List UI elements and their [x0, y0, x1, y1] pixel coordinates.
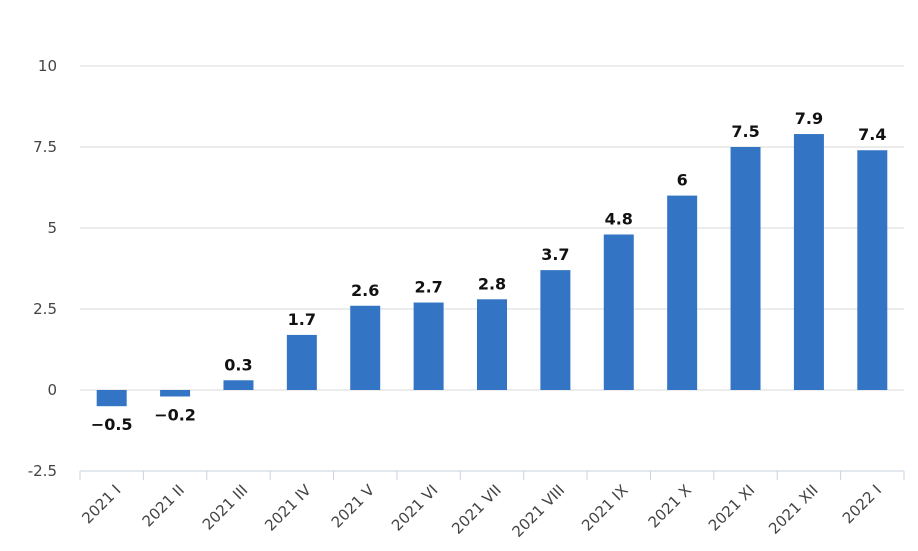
- bar: [223, 380, 254, 390]
- bar: [793, 134, 824, 390]
- bar: [286, 334, 317, 390]
- x-tick-label: 2021 X: [645, 481, 695, 531]
- x-tick-label: 2021 III: [199, 481, 251, 533]
- y-tick-label: 2.5: [33, 300, 57, 318]
- bar: [857, 150, 888, 390]
- x-tick-label: 2022 I: [839, 481, 885, 527]
- x-tick-label: 2021 XI: [705, 481, 758, 534]
- y-tick-label: 5: [47, 219, 57, 237]
- data-label: 2.6: [351, 281, 379, 300]
- x-tick-label: 2021 VI: [388, 481, 441, 534]
- y-axis-ticks: 10 7.5 5 2.5 0 -2.5: [28, 57, 57, 480]
- data-label: 3.7: [541, 245, 569, 264]
- data-label: 7.9: [795, 109, 823, 128]
- x-tick-label: 2021 XII: [765, 481, 822, 538]
- data-label: 4.8: [605, 209, 633, 228]
- bars: [96, 134, 888, 407]
- bar: [477, 299, 507, 390]
- data-label: 2.8: [478, 274, 506, 293]
- x-axis: 2021 I 2021 II 2021 III 2021 IV 2021 V 2021 V…: [78, 470, 905, 541]
- x-tick-label: 2021 VIII: [508, 481, 568, 541]
- y-tick-label: 0: [47, 381, 57, 399]
- data-label: 6: [677, 171, 688, 190]
- data-label: −0.2: [154, 405, 196, 424]
- data-label: 7.4: [858, 125, 886, 144]
- data-label: 7.5: [731, 122, 759, 141]
- bar: [96, 390, 127, 407]
- x-tick-label: 2021 VII: [448, 481, 505, 538]
- data-label: 2.7: [414, 278, 442, 297]
- x-tick-label: 2021 I: [78, 481, 124, 527]
- bar: [540, 270, 571, 390]
- data-label: −0.5: [91, 415, 133, 434]
- data-label: 1.7: [288, 310, 316, 329]
- bar: [603, 234, 634, 390]
- bar: [160, 390, 191, 397]
- x-tick-label: 2021 IV: [261, 481, 315, 535]
- data-labels: −0.5 −0.2 0.3 1.7 2.6 2.7 2.8 3.7 4.8 6 7.5 7.9 7.4: [91, 109, 887, 434]
- y-tick-label: -2.5: [28, 462, 57, 480]
- bar: [413, 302, 444, 390]
- bar: [667, 195, 698, 390]
- bar: [350, 305, 381, 390]
- y-tick-label: 10: [38, 57, 57, 75]
- x-tick-label: 2021 II: [139, 481, 188, 530]
- bar: [730, 147, 761, 390]
- x-tick-label: 2021 V: [328, 481, 379, 532]
- x-tick-label: 2021 IX: [578, 481, 631, 534]
- data-label: 0.3: [224, 355, 252, 374]
- y-tick-label: 7.5: [33, 138, 57, 156]
